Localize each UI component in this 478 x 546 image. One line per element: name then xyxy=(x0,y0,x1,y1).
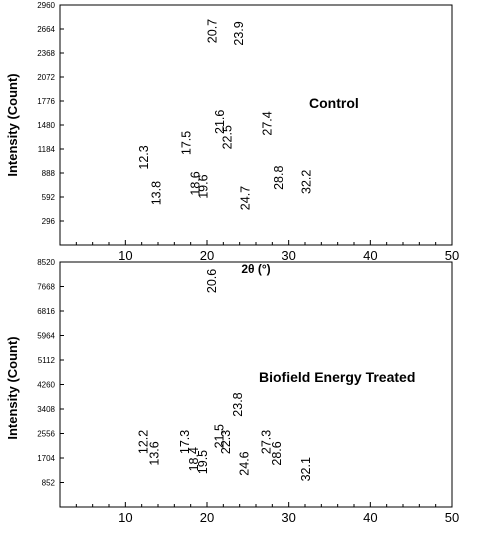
peak-label: 12.3 xyxy=(137,145,151,169)
peak-label: 24.6 xyxy=(238,451,252,475)
x-tick-labels: 10 20 30 40 50 xyxy=(59,240,459,263)
peak-label: 22.5 xyxy=(220,125,234,149)
y-tick-label: 3408 xyxy=(37,405,55,414)
x-tick-label: 30 xyxy=(281,510,295,525)
x-tick-labels: 10 20 30 40 50 xyxy=(59,502,459,525)
x-tick-label: 30 xyxy=(281,248,295,263)
peak-label: 24.7 xyxy=(238,186,252,210)
peak-label: 12.2 xyxy=(136,430,150,454)
panel-title: Biofield Energy Treated xyxy=(259,369,415,385)
peak-label: 32.2 xyxy=(300,170,314,194)
y-tick-label: 852 xyxy=(42,479,56,488)
peak-label: 23.8 xyxy=(231,392,245,416)
control-chart: 296 592 888 1184 1480 1776 2072 2368 2664 2960 10… xyxy=(5,1,459,276)
peak-label: 21.5 xyxy=(212,424,226,448)
x-tick-label: 50 xyxy=(445,510,459,525)
y-tick-label: 2664 xyxy=(37,25,55,34)
y-tick-label: 2072 xyxy=(37,73,55,82)
peak-label: 19.5 xyxy=(196,450,210,474)
peak-label: 32.1 xyxy=(299,457,313,481)
peak-label: 17.5 xyxy=(180,131,194,155)
peak-label: 28.8 xyxy=(272,166,286,190)
y-tick-label: 5112 xyxy=(38,356,56,365)
y-tick-label: 8520 xyxy=(37,258,55,267)
y-tick-label: 4260 xyxy=(37,381,55,390)
peak-label: 22.3 xyxy=(219,430,233,454)
x-tick-label: 10 xyxy=(118,510,132,525)
x-tick-label: 20 xyxy=(200,248,214,263)
y-tick-label: 592 xyxy=(42,193,56,202)
y-tick-label: 5964 xyxy=(37,332,55,341)
y-tick-label: 1704 xyxy=(37,454,55,463)
peak-label: 27.3 xyxy=(260,430,274,454)
x-tick-label: 20 xyxy=(200,510,214,525)
peak-label: 23.9 xyxy=(232,21,246,45)
x-tick-label: 40 xyxy=(363,510,377,525)
peak-label: 21.6 xyxy=(213,110,227,134)
peak-labels: 12.3 13.8 17.5 18.619.6 20.7 21.622.5 23.9 24.7… xyxy=(137,19,314,210)
y-tick-label: 7668 xyxy=(37,283,55,292)
x-tick-label: 50 xyxy=(445,248,459,263)
y-axis-label: Intensity (Count) xyxy=(5,336,20,439)
x-tick-label: 10 xyxy=(118,248,132,263)
peak-label: 20.6 xyxy=(205,269,219,293)
x-tick-label: 40 xyxy=(363,248,377,263)
panel-title: Control xyxy=(309,95,359,111)
y-tick-labels: 296 592 888 1184 1480 1776 2072 2368 2664 2960 xyxy=(37,1,64,226)
peak-label: 27.4 xyxy=(260,111,274,135)
peak-label: 18.4 xyxy=(187,447,201,471)
x-axis-label: 2θ (°) xyxy=(241,262,270,276)
y-tick-label: 6816 xyxy=(37,307,55,316)
y-tick-label: 1776 xyxy=(37,97,55,106)
y-tick-label: 2556 xyxy=(37,430,55,439)
y-tick-label: 2368 xyxy=(37,49,55,58)
y-tick-label: 2960 xyxy=(37,1,55,10)
y-tick-label: 1480 xyxy=(37,121,55,130)
peak-label: 17.3 xyxy=(178,430,192,454)
peak-label: 19.6 xyxy=(197,174,211,198)
peak-label: 13.8 xyxy=(149,181,163,205)
peak-label: 20.7 xyxy=(206,19,220,43)
plot-frame xyxy=(59,4,453,246)
y-tick-label: 888 xyxy=(42,169,56,178)
peak-label: 18.6 xyxy=(189,171,203,195)
treated-chart: 852170425563408426051125964681676688520 … xyxy=(5,258,459,525)
y-axis-label: Intensity (Count) xyxy=(5,73,20,176)
y-tick-label: 296 xyxy=(42,217,56,226)
peak-labels: 12.213.6 17.318.419.5 20.6 21.522.3 23.8 24.6… xyxy=(136,269,312,482)
peak-label: 28.6 xyxy=(270,441,284,465)
y-tick-labels: 852 1704 2556 3408 4260 5112 5964 6816 7668 8520 xyxy=(37,258,64,488)
peak-label: 13.6 xyxy=(148,441,162,465)
y-tick-label: 1184 xyxy=(38,145,56,154)
